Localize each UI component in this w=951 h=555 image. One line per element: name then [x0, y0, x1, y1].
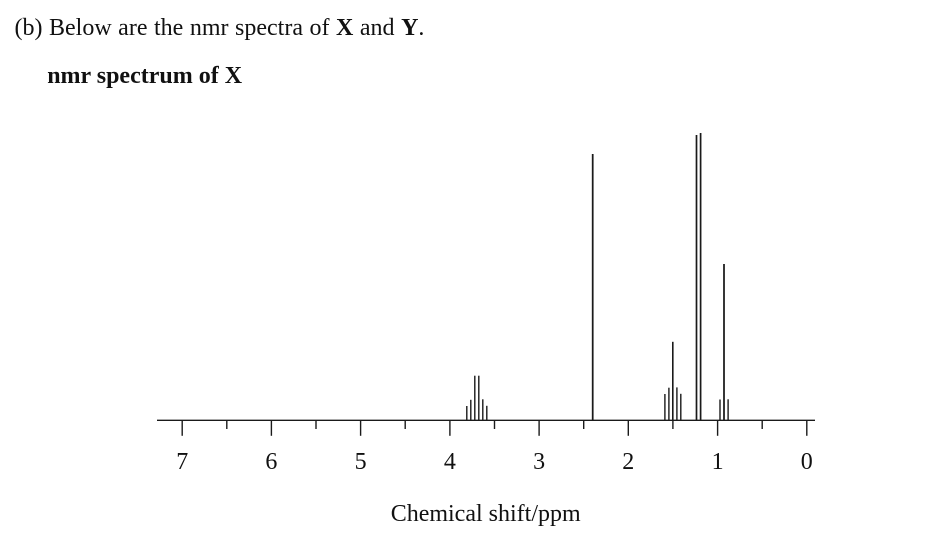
svg-text:4: 4 — [444, 449, 456, 475]
svg-text:7: 7 — [176, 449, 188, 475]
svg-text:5: 5 — [355, 449, 367, 475]
svg-text:2: 2 — [622, 449, 634, 475]
svg-text:6: 6 — [265, 449, 277, 475]
svg-text:3: 3 — [533, 449, 545, 475]
svg-text:0: 0 — [801, 449, 813, 475]
svg-text:1: 1 — [712, 449, 724, 475]
